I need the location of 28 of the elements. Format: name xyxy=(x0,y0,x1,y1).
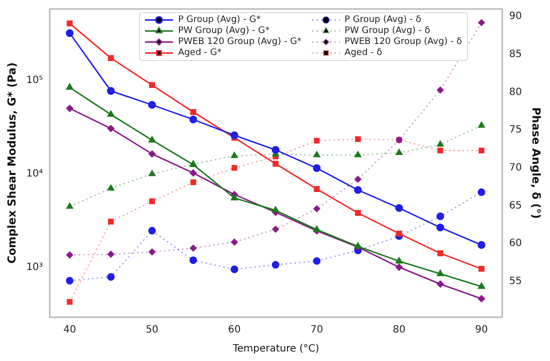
x-tick-label: 40 xyxy=(63,324,76,336)
y2-tick-label: 90 xyxy=(509,11,522,22)
y2-tick-label: 65 xyxy=(509,200,522,212)
legend-label: PW Group (Avg) - G* xyxy=(178,26,270,36)
y2-tick-label: 60 xyxy=(509,238,522,250)
legend-label: Aged - δ xyxy=(344,48,382,58)
legend-label: P Group (Avg) - G* xyxy=(178,15,261,25)
y2-tick-label: 75 xyxy=(509,124,522,136)
y2-tick-label: 85 xyxy=(509,49,522,60)
legend-label: PWEB 120 Group (Avg) - G* xyxy=(178,37,302,47)
legend-label: P Group (Avg) - δ xyxy=(344,15,422,25)
y2-tick-label: 80 xyxy=(509,86,522,98)
legend-label: PWEB 120 Group (Avg) - δ xyxy=(344,37,462,47)
y-tick-label: 10⁵ xyxy=(26,74,43,86)
x-tick-label: 80 xyxy=(392,324,406,336)
y-tick-label: 10⁴ xyxy=(26,168,43,180)
x-tick-label: 70 xyxy=(310,324,324,336)
legend-label: Aged - G* xyxy=(178,48,222,58)
y2-tick-label: 70 xyxy=(509,162,522,174)
x-tick-label: 90 xyxy=(475,324,488,336)
y-tick-label: 10³ xyxy=(26,262,43,273)
y-axis-title: Complex Shear Modulus, G* (Pa) xyxy=(5,62,18,264)
y2-tick-label: 55 xyxy=(509,276,522,288)
x-tick-label: 60 xyxy=(228,324,241,336)
x-axis-title: Temperature (°C) xyxy=(232,344,320,355)
x-tick-label: 50 xyxy=(146,324,158,336)
y2-axis-title: Phase Angle, δ (°) xyxy=(530,107,543,219)
legend-label: PW Group (Avg) - δ xyxy=(344,26,430,36)
